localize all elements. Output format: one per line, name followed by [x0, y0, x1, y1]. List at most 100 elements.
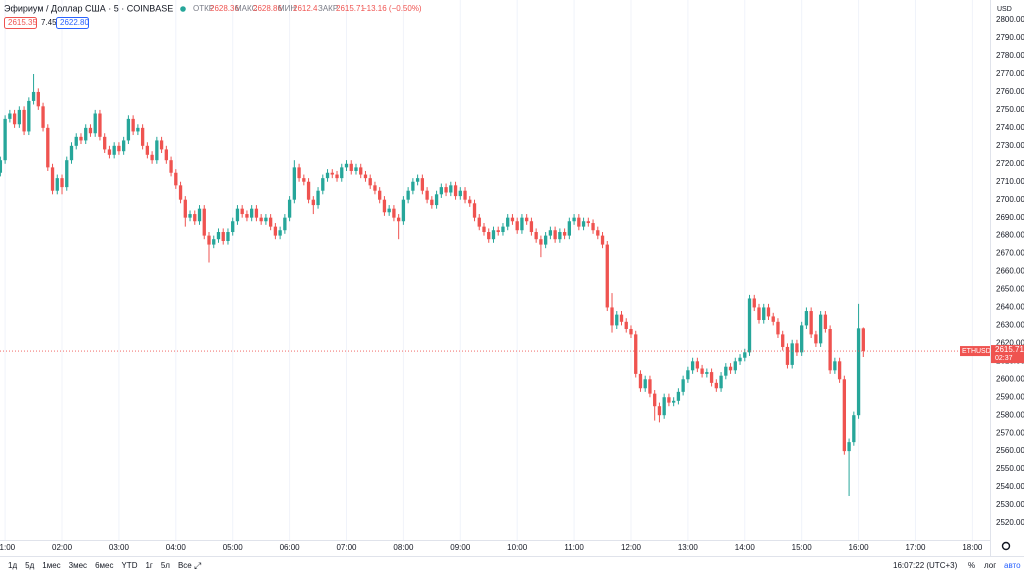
- x-tick-label: 06:00: [280, 543, 301, 552]
- y-tick-label: 2660.00: [996, 267, 1024, 276]
- candle-body: [439, 187, 443, 195]
- candle-body: [515, 221, 519, 231]
- candle-body: [41, 106, 45, 128]
- close-value: 2615.71: [336, 4, 365, 13]
- range-button[interactable]: 1д: [8, 561, 17, 570]
- candle-body: [610, 307, 614, 326]
- grid: [4, 0, 973, 540]
- candle-body: [245, 214, 249, 218]
- candle-body: [705, 372, 709, 374]
- range-button[interactable]: 6мес: [95, 561, 113, 570]
- candle-body: [852, 415, 856, 443]
- candle-body: [558, 232, 562, 240]
- low-value: 2612.4: [293, 4, 318, 13]
- range-button[interactable]: 5л: [161, 561, 170, 570]
- percent-button[interactable]: %: [968, 561, 975, 570]
- x-tick-label: 15:00: [792, 543, 813, 552]
- range-button[interactable]: 1мес: [42, 561, 60, 570]
- candle-body: [681, 379, 685, 392]
- candle-body: [638, 373, 643, 389]
- candle-body: [790, 343, 794, 365]
- candle-body: [453, 185, 458, 197]
- candle-body: [50, 167, 55, 191]
- status-dot: [180, 6, 186, 12]
- candle-body: [183, 199, 187, 218]
- y-tick-label: 2740.00: [996, 123, 1024, 132]
- candle-body: [823, 314, 828, 329]
- y-tick-label: 2540.00: [996, 482, 1024, 491]
- candle-body: [145, 145, 150, 155]
- candle-body: [776, 321, 780, 335]
- range-button[interactable]: 3мес: [69, 561, 87, 570]
- low-label: МИН: [278, 4, 296, 13]
- x-tick-label: 01:00: [0, 543, 16, 552]
- y-tick-label: 2770.00: [996, 69, 1024, 78]
- compare-icon[interactable]: ⤢: [193, 560, 201, 570]
- candle-body: [785, 346, 790, 365]
- candle-body: [93, 113, 97, 134]
- candle-body: [3, 118, 7, 161]
- candle-body: [676, 391, 681, 401]
- x-tick-label: 08:00: [393, 543, 414, 552]
- candle-body: [65, 160, 69, 188]
- candle-body: [671, 400, 676, 403]
- range-button[interactable]: YTD: [121, 561, 137, 570]
- range-buttons: 1д 5д 1мес 3мес 6мес YTD 1г 5л Все: [8, 561, 192, 570]
- indicator-value: 2622.80: [60, 18, 89, 27]
- range-button[interactable]: 1г: [145, 561, 152, 570]
- auto-button[interactable]: авто: [1004, 561, 1021, 570]
- candle-body: [449, 185, 453, 193]
- candle-body: [406, 190, 410, 200]
- candle-body: [496, 230, 500, 233]
- candle-body: [686, 370, 690, 380]
- candle-body: [553, 230, 557, 240]
- candle-body: [79, 136, 83, 141]
- candle-body: [197, 208, 202, 222]
- y-tick-label: 2780.00: [996, 51, 1024, 60]
- candle-body: [567, 221, 572, 236]
- candle-body: [795, 343, 799, 353]
- y-tick-label: 2560.00: [996, 446, 1024, 455]
- candle-body: [401, 199, 406, 222]
- candle-body: [387, 208, 391, 213]
- candle-body: [378, 190, 382, 200]
- symbol-tag: [960, 346, 990, 357]
- range-button[interactable]: 5д: [25, 561, 34, 570]
- settings-icon[interactable]: [1001, 541, 1011, 551]
- candle-body: [188, 214, 192, 218]
- candle-body: [700, 368, 704, 374]
- candle-body: [814, 334, 818, 344]
- legend: Эфириум / Доллар США · 5 · COINBASE ОТКР…: [4, 3, 422, 29]
- candle-body: [12, 113, 17, 125]
- candle-body: [302, 178, 306, 182]
- x-tick-label: 14:00: [735, 543, 756, 552]
- range-button[interactable]: Все: [178, 561, 192, 570]
- axes: 2520.00 2530.00 2540.00 2550.00 2560.00 2570.…: [0, 15, 1024, 552]
- candle-body: [548, 230, 553, 236]
- candle-body: [411, 181, 415, 191]
- candle-body: [202, 208, 206, 236]
- candle-body: [103, 136, 107, 150]
- candle-body: [235, 208, 240, 222]
- candle-body: [714, 382, 718, 389]
- candle-body: [340, 167, 344, 179]
- candle-body: [425, 190, 429, 200]
- candle-body: [259, 217, 263, 222]
- candle-body: [619, 314, 624, 322]
- candle-body: [539, 239, 543, 245]
- candle-body: [529, 221, 534, 233]
- log-button[interactable]: лог: [984, 561, 996, 570]
- x-tick-label: 02:00: [52, 543, 73, 552]
- candle-body: [330, 172, 334, 175]
- candle-body: [363, 174, 368, 179]
- candle-body: [46, 127, 50, 168]
- candle-body: [434, 194, 439, 206]
- y-tick-label: 2750.00: [996, 105, 1024, 114]
- candle-body: [60, 178, 64, 188]
- candle-body: [695, 361, 700, 369]
- candle-body: [847, 442, 851, 452]
- y-tick-label: 2580.00: [996, 410, 1024, 419]
- y-tick-label: 2550.00: [996, 464, 1024, 473]
- candle-body: [112, 145, 116, 155]
